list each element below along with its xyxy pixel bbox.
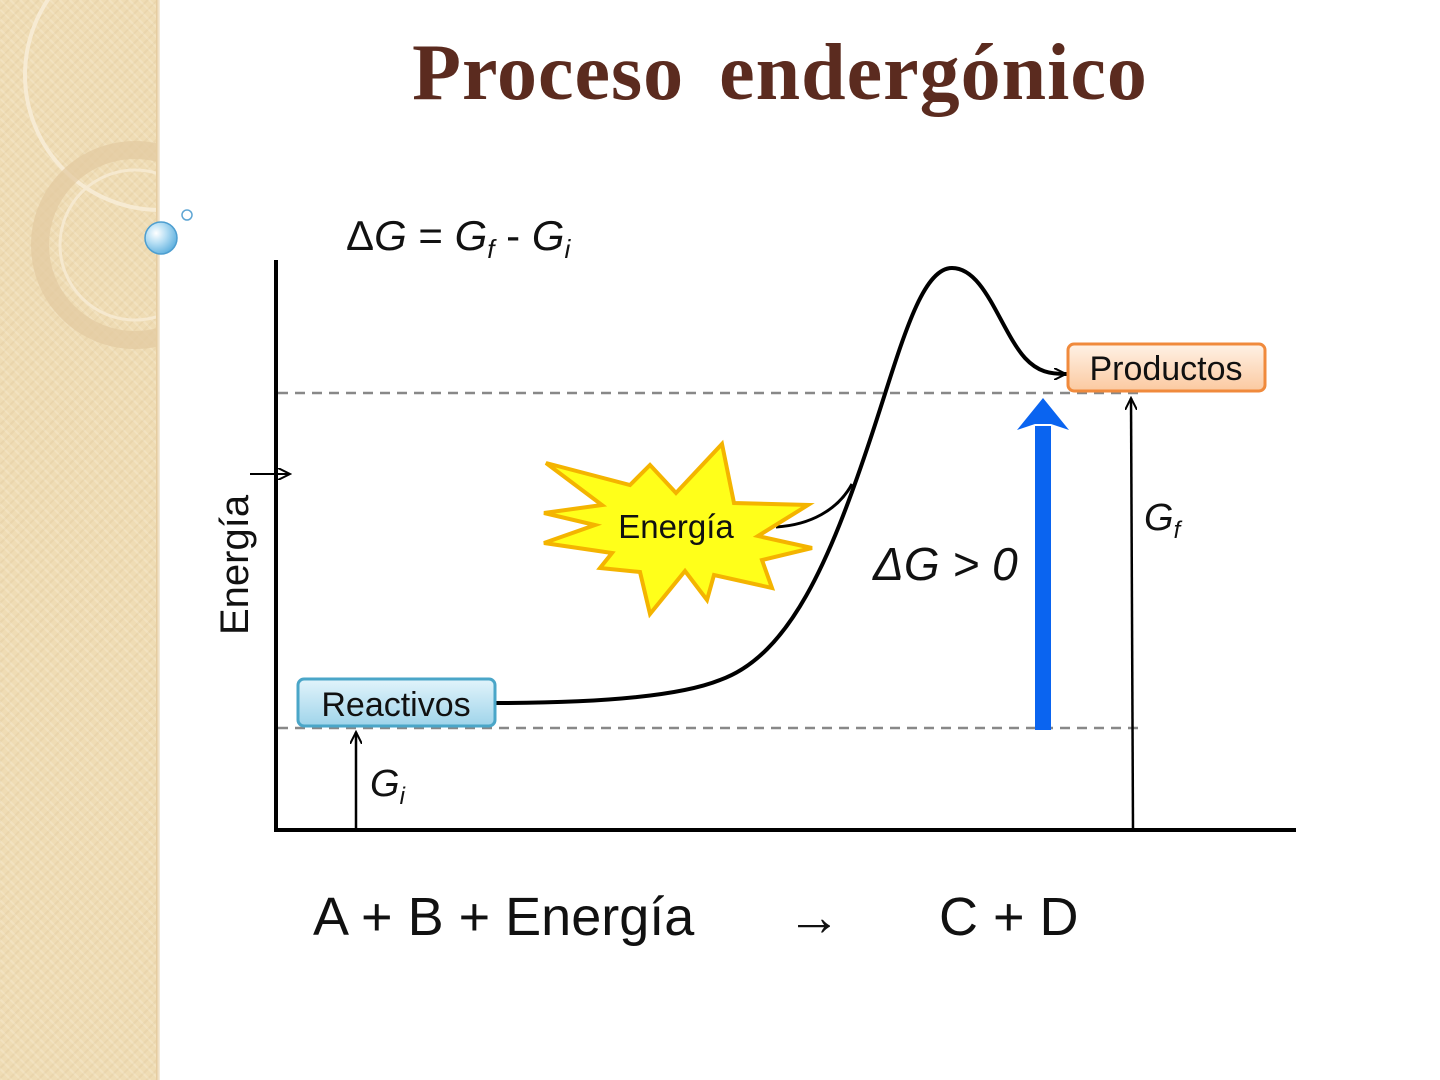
productos-label: Productos	[1089, 350, 1242, 388]
reactivos-box	[296, 677, 497, 728]
delta-g-formula: ΔG = Gf - Gi	[346, 212, 572, 264]
gi-label: Gi	[370, 763, 406, 810]
reactivos-label: Reactivos	[321, 686, 470, 724]
energy-burst-icon	[543, 439, 815, 619]
slide-title: Proceso endergónico	[412, 29, 1148, 117]
y-axis-label: Energía	[213, 494, 257, 635]
bubble-icon	[144, 221, 178, 255]
energy-input-connector	[775, 483, 854, 529]
energy-burst-label: Energía	[618, 508, 734, 545]
ring-decoration-icon	[23, 0, 158, 349]
gf-label: Gf	[1144, 497, 1183, 544]
delta-g-positive-label: ΔG > 0	[872, 538, 1018, 590]
reaction-equation: A + B + Energía → C + D	[195, 886, 1195, 956]
equation-arrow: →	[787, 887, 841, 947]
decorative-sidebar	[0, 0, 158, 1080]
productos-box	[1066, 342, 1267, 393]
delta-g-arrow-head-icon	[1017, 398, 1069, 430]
gf-arrow-icon	[1131, 398, 1133, 831]
sidebar-edge	[156, 0, 160, 1080]
small-bubble-icon	[181, 209, 193, 221]
equation-reactants: A + B + Energía	[313, 887, 695, 947]
delta-g-arrow-shaft	[1035, 426, 1051, 730]
equation-products: C + D	[939, 887, 1079, 947]
reaction-curve	[493, 265, 1066, 705]
